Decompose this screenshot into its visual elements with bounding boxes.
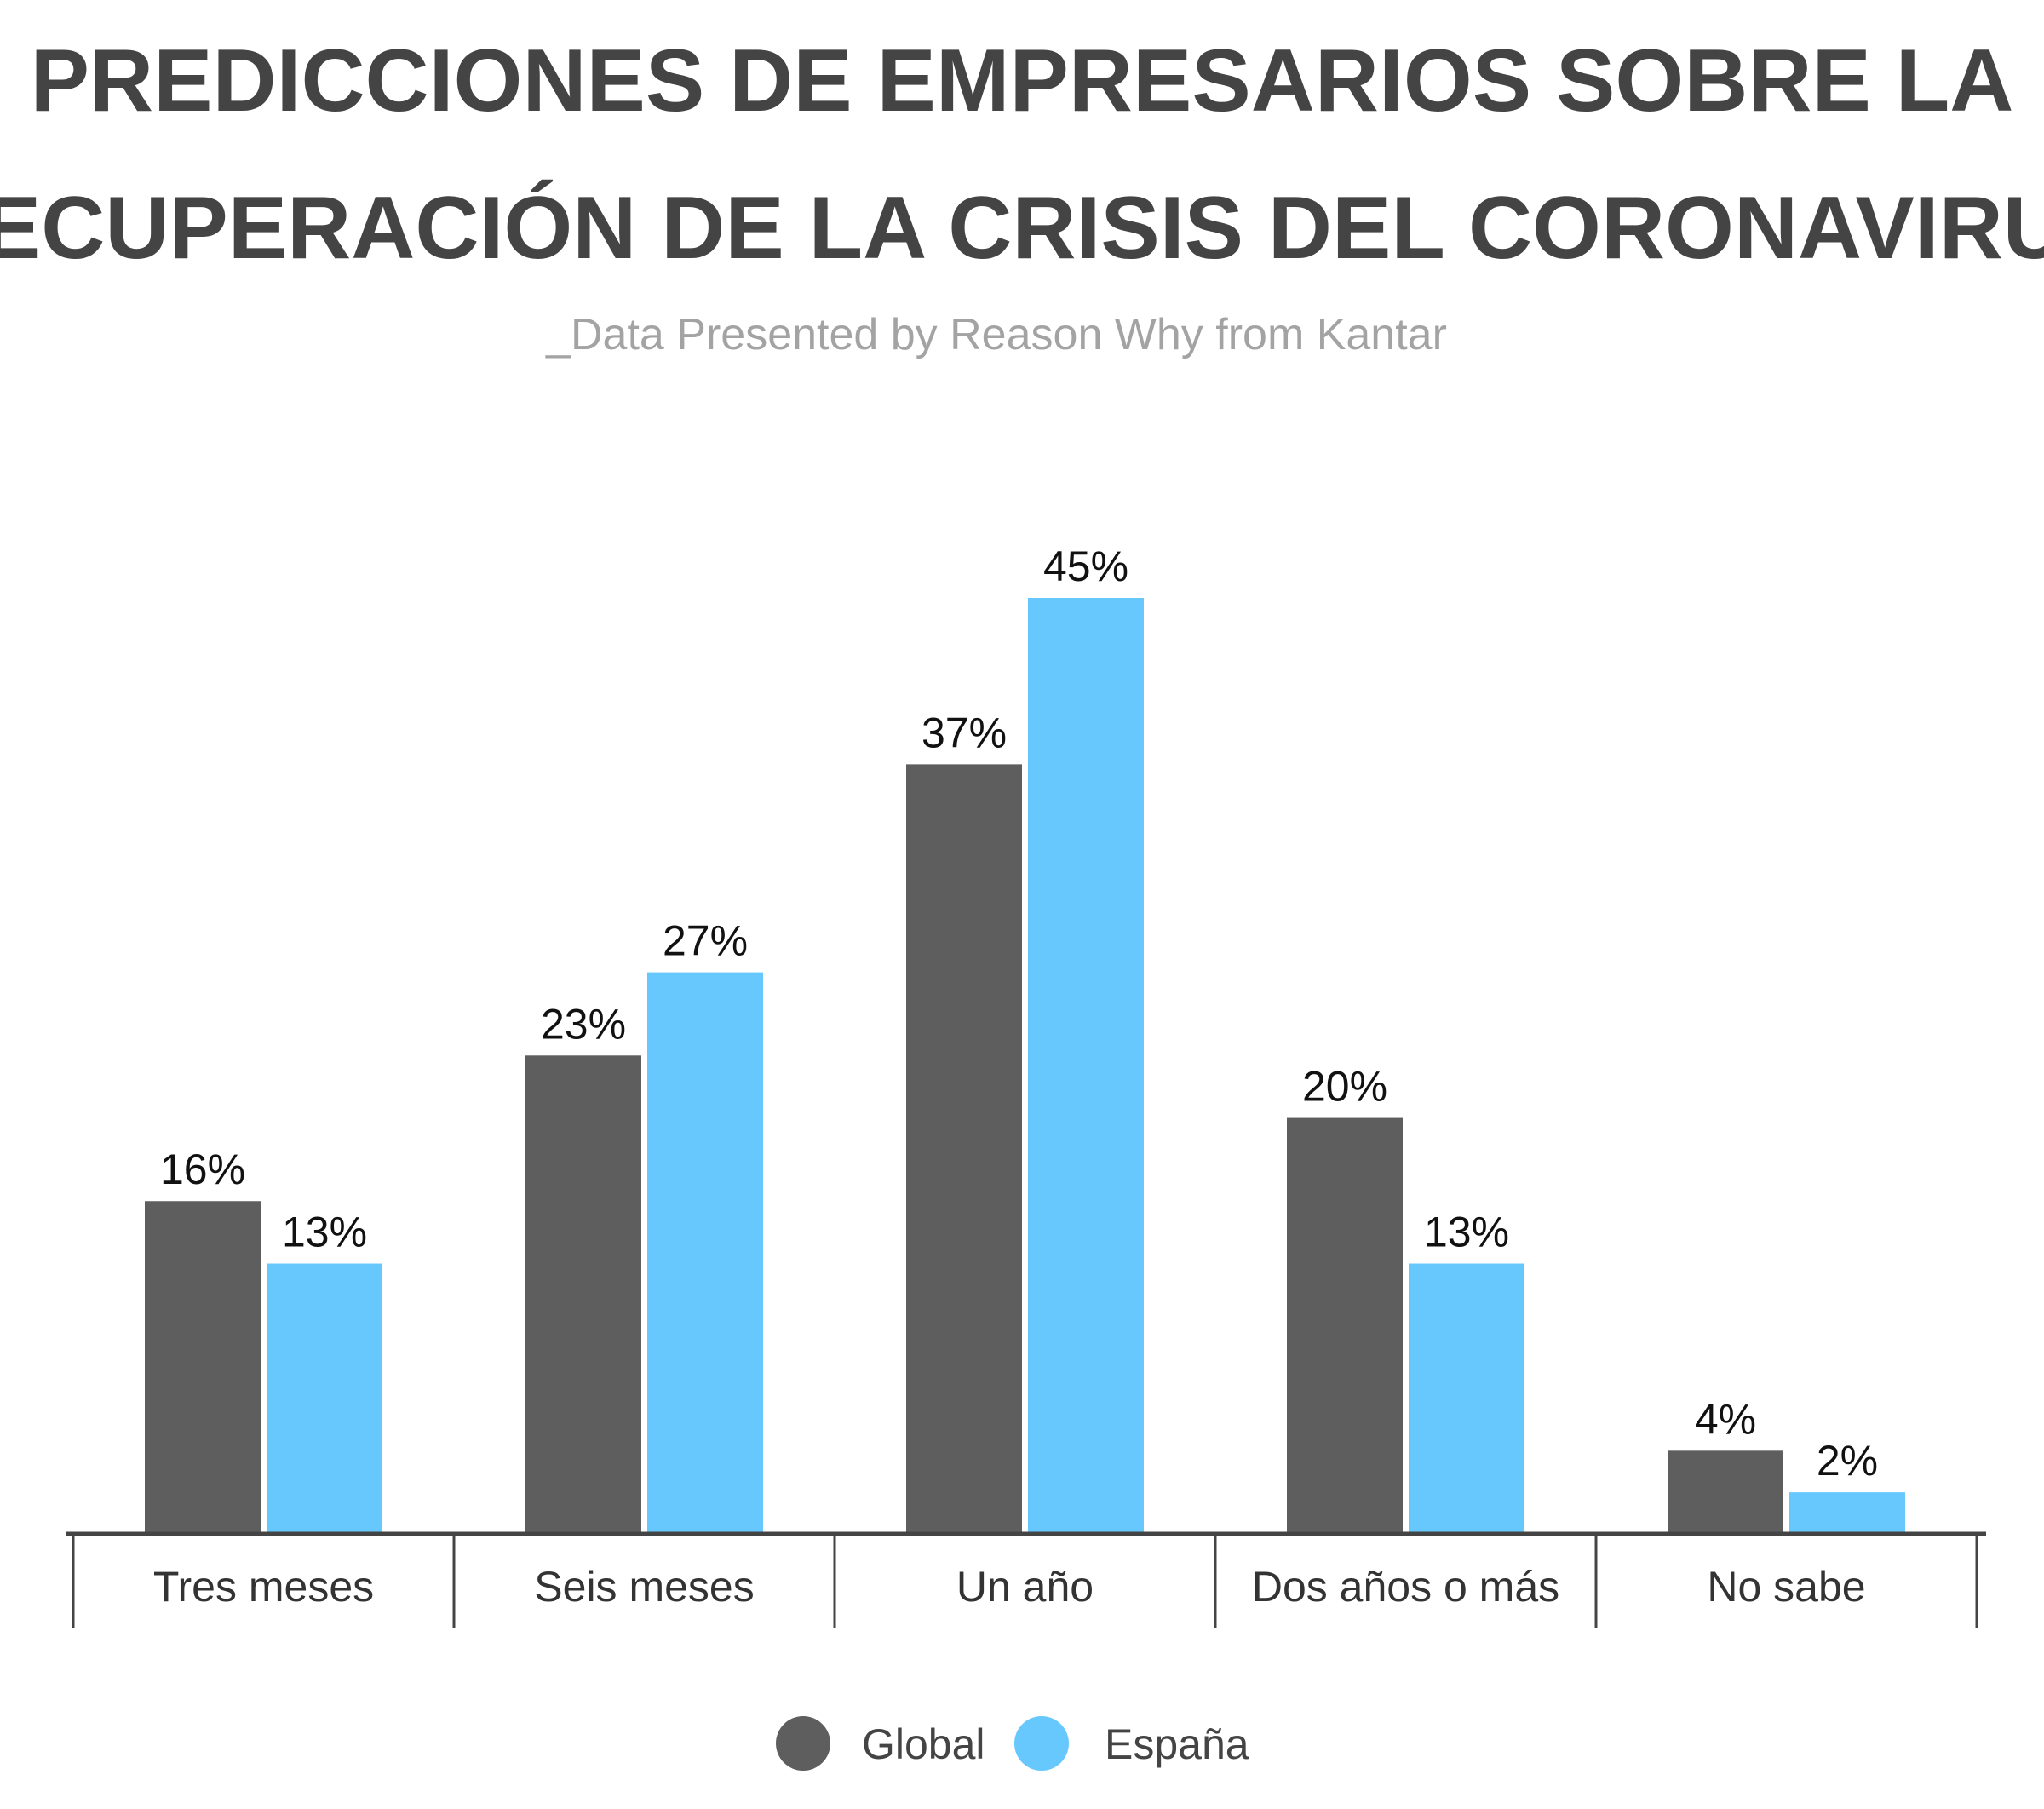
legend-swatch-espana — [1014, 1716, 1069, 1771]
legend-label-global: Global — [862, 1720, 985, 1768]
data-label-espana-5: 2% — [1817, 1437, 1878, 1485]
x-tick-label-1: Tres meses — [153, 1563, 374, 1611]
bar-espana-3 — [1028, 598, 1144, 1534]
chart-title-line-2: RECUPERACIÓN DE LA CRISIS DEL CORONAVIRU… — [0, 179, 2044, 278]
chart-title-line-1: PREDICCIONES DE EMPRESARIOS SOBRE LA — [31, 32, 2014, 130]
x-tick-label-4: Dos años o más — [1252, 1563, 1559, 1611]
legend-label-espana: España — [1105, 1720, 1249, 1768]
bar-global-2 — [525, 1055, 641, 1534]
x-tick-label-5: No sabe — [1707, 1563, 1865, 1611]
data-label-espana-1: 13% — [282, 1209, 367, 1256]
bar-espana-2 — [647, 972, 763, 1534]
data-label-global-3: 37% — [922, 709, 1007, 756]
data-label-espana-4: 13% — [1424, 1209, 1509, 1256]
bar-espana-4 — [1409, 1263, 1524, 1534]
legend: Global España — [776, 1716, 1249, 1771]
bar-espana-5 — [1789, 1492, 1905, 1534]
chart-subtitle: _Data Presented by Reason Why from Kanta… — [545, 310, 1447, 359]
data-label-global-2: 23% — [541, 1000, 626, 1048]
bar-global-5 — [1668, 1450, 1783, 1534]
data-label-espana-2: 27% — [663, 917, 748, 965]
legend-swatch-global — [776, 1716, 830, 1771]
data-label-espana-3: 45% — [1043, 543, 1128, 590]
bar-espana-1 — [267, 1263, 382, 1534]
x-tick-label-3: Un año — [956, 1563, 1094, 1611]
data-label-global-4: 20% — [1302, 1063, 1387, 1111]
bar-global-4 — [1287, 1117, 1403, 1534]
plot-area: 16% 13% Tres meses 23% 27% Seis meses 37% 45% Un… — [66, 543, 1986, 1628]
data-label-global-1: 16% — [160, 1146, 245, 1193]
bar-global-3 — [906, 764, 1022, 1534]
data-label-global-5: 4% — [1695, 1395, 1756, 1443]
x-tick-label-2: Seis meses — [534, 1563, 754, 1611]
bar-global-1 — [145, 1201, 261, 1534]
